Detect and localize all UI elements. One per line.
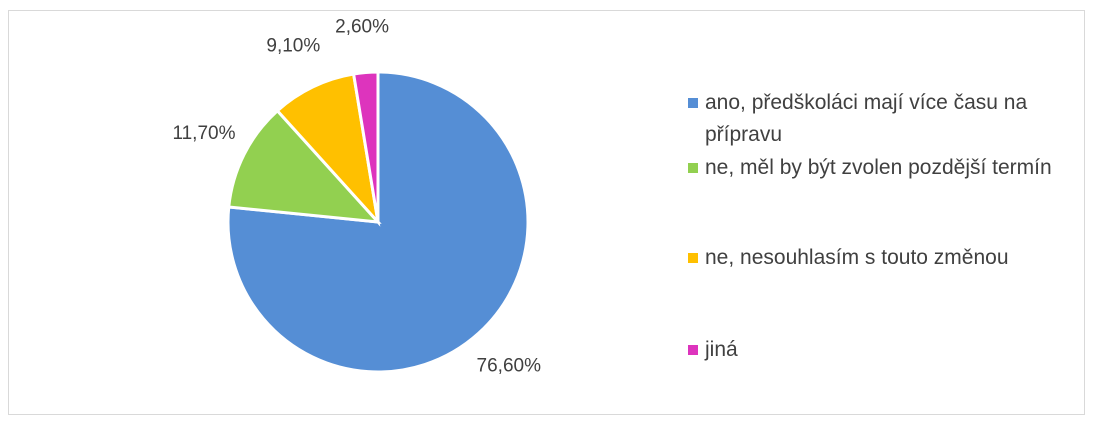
- legend-label: ne, měl by být zvolen pozdější termín: [705, 156, 1052, 179]
- pie-slice: [227, 108, 382, 224]
- chart-frame: [8, 10, 1085, 415]
- data-label: 11,70%: [172, 123, 235, 144]
- legend-label: jiná: [705, 338, 738, 361]
- legend-marker: [688, 98, 698, 108]
- pie-slice: [351, 70, 380, 223]
- legend-marker: [688, 345, 698, 355]
- legend-label: ano, předškoláci mají více času na přípr…: [705, 91, 1028, 146]
- legend-label: ne, nesouhlasím s touto změnou: [705, 246, 1009, 269]
- legend-marker: [688, 253, 698, 263]
- data-label: 9,10%: [266, 35, 320, 56]
- data-label: 76,60%: [477, 356, 542, 377]
- data-label: 2,60%: [335, 17, 389, 38]
- legend-marker: [688, 163, 698, 173]
- pie-slice: [275, 72, 381, 227]
